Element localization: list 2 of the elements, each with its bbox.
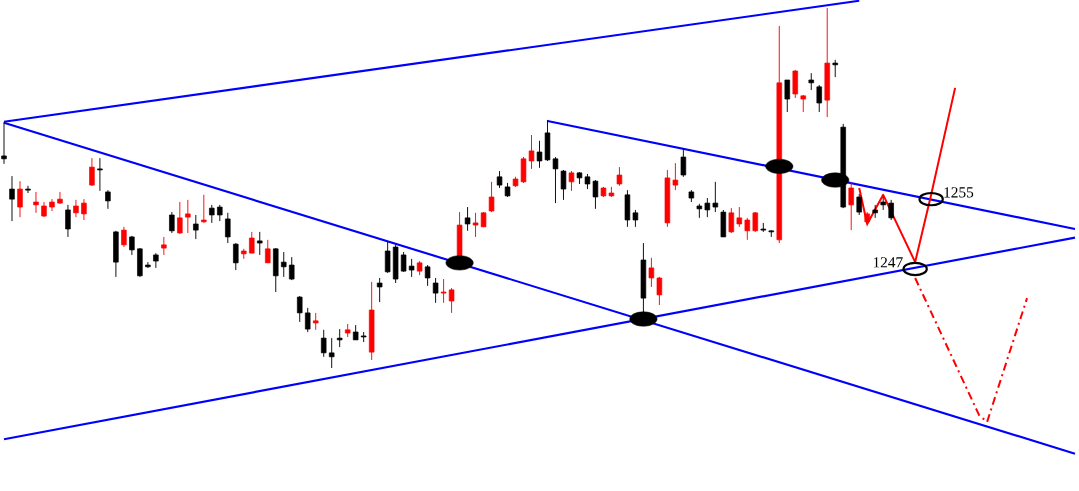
annotation: 1247 [873, 257, 903, 268]
annotation: 1255 [944, 187, 974, 198]
